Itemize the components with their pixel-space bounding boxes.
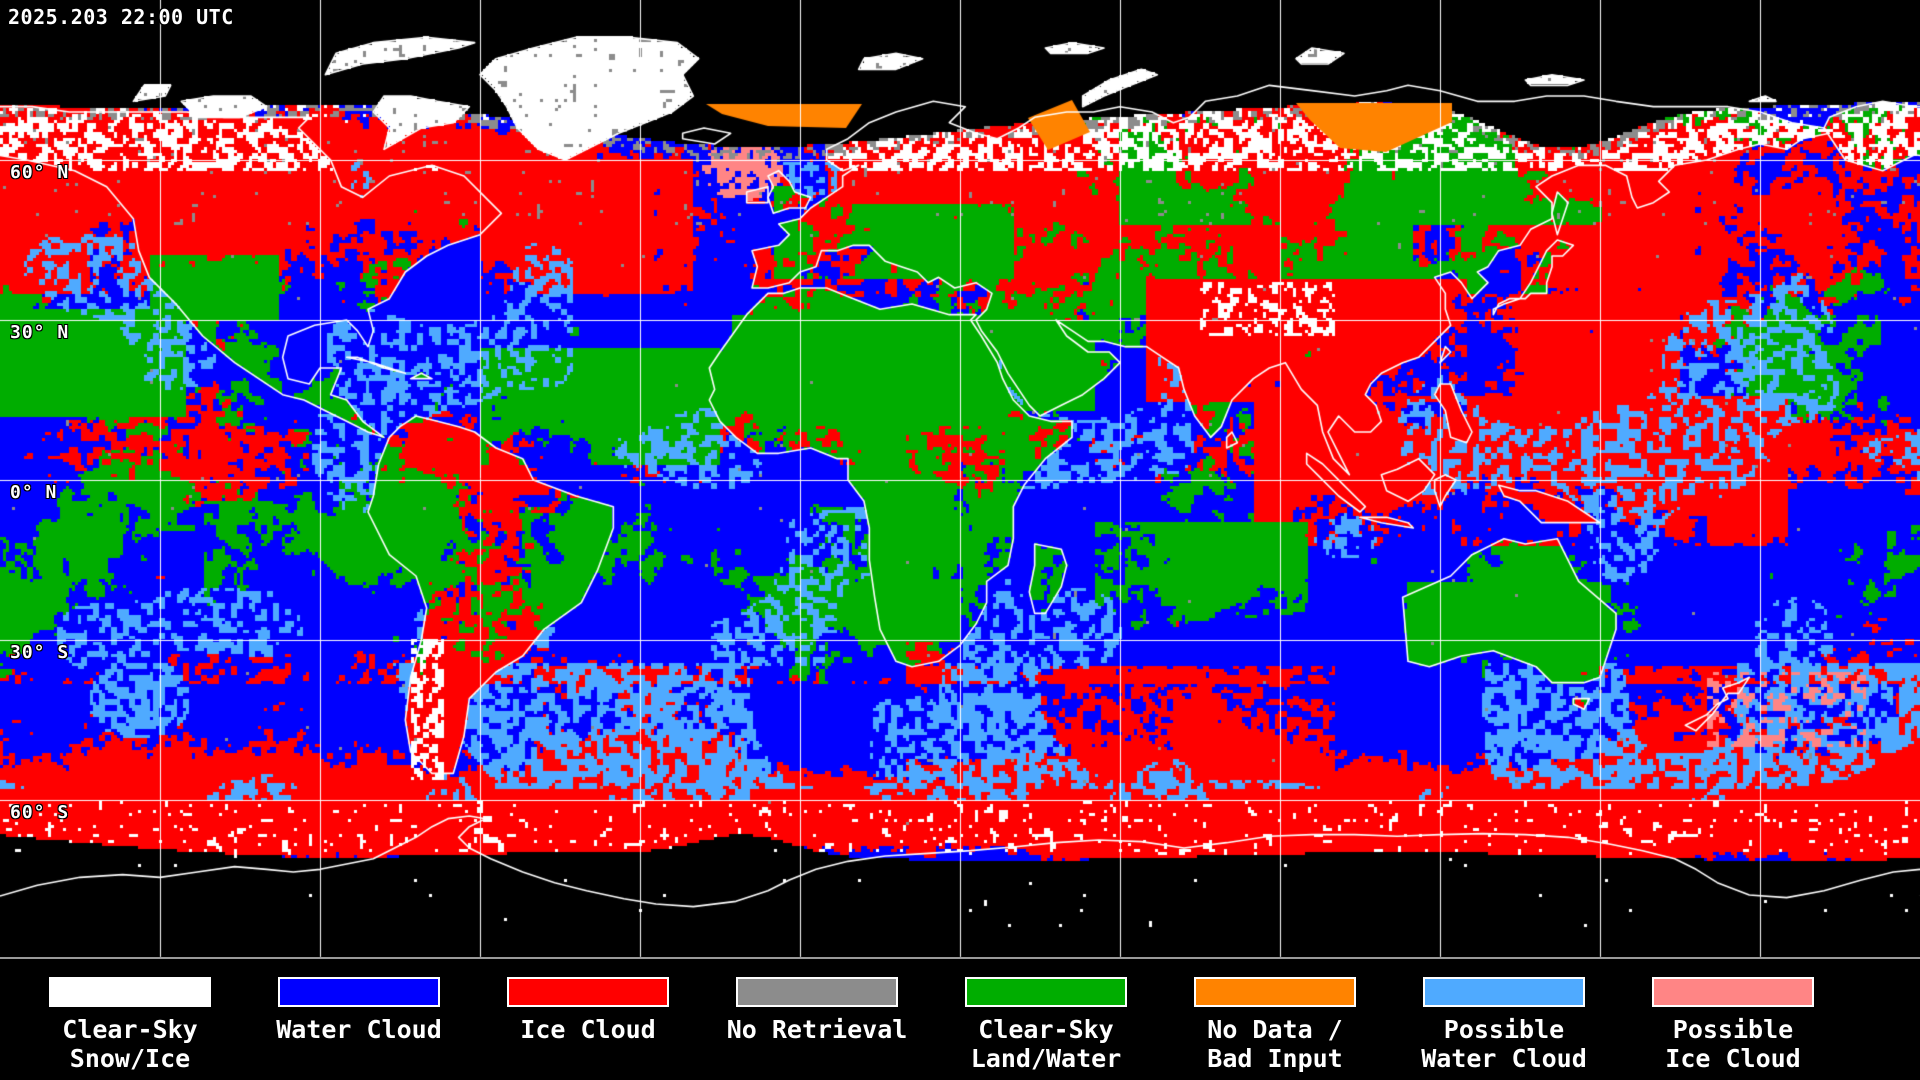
legend-swatch-possible-ice-cloud [1652,977,1814,1007]
legend-label-line2: Ice Cloud [1665,1044,1801,1073]
legend-item-no-data-bad-input: No Data / Bad Input [1160,970,1390,1073]
legend-item-clear-sky-snow-ice: Clear-Sky Snow/Ice [15,970,245,1073]
legend-swatch-clear-sky-land-water [965,977,1127,1007]
legend-label-line1: Ice Cloud [520,1015,656,1044]
legend-swatch-clear-sky-snow-ice [49,977,211,1007]
legend-swatch-no-data-bad-input [1194,977,1356,1007]
map-bottom-rule [0,957,1920,959]
legend-label-line1: Clear-Sky [62,1015,198,1044]
world-cloud-phase-map [0,0,1920,960]
legend-item-possible-ice-cloud: Possible Ice Cloud [1618,970,1848,1073]
legend: Clear-Sky Snow/Ice Water Cloud Ice Cloud … [0,970,1920,1080]
timestamp: 2025.203 22:00 UTC [8,5,234,29]
legend-label-line1: Possible [1672,1015,1794,1044]
legend-label: Water Cloud [244,1015,474,1044]
lat-label-30n: 30° N [10,322,70,343]
legend-label: No Retrieval [702,1015,932,1044]
legend-label: Possible Water Cloud [1389,1015,1619,1073]
legend-item-possible-water-cloud: Possible Water Cloud [1389,970,1619,1073]
legend-label-line2: Land/Water [970,1044,1122,1073]
legend-label-line1: Possible [1443,1015,1565,1044]
legend-item-ice-cloud: Ice Cloud [473,970,703,1044]
legend-label-line1: No Retrieval [726,1015,908,1044]
lat-label-0n: 0° N [10,482,58,503]
legend-label: Possible Ice Cloud [1618,1015,1848,1073]
lat-label-30s: 30° S [10,642,70,663]
legend-swatch-no-retrieval [736,977,898,1007]
legend-label-line1: Clear-Sky [978,1015,1114,1044]
legend-item-clear-sky-land-water: Clear-Sky Land/Water [931,970,1161,1073]
legend-item-no-retrieval: No Retrieval [702,970,932,1044]
legend-label: Clear-Sky Land/Water [931,1015,1161,1073]
legend-label-line2: Bad Input [1207,1044,1343,1073]
legend-item-water-cloud: Water Cloud [244,970,474,1044]
legend-swatch-water-cloud [278,977,440,1007]
legend-label-line2: Snow/Ice [69,1044,191,1073]
lat-label-60n: 60° N [10,162,70,183]
legend-label-line1: No Data / [1207,1015,1343,1044]
legend-label-line1: Water Cloud [276,1015,442,1044]
lat-label-60s: 60° S [10,802,70,823]
legend-label: Ice Cloud [473,1015,703,1044]
legend-label-line2: Water Cloud [1421,1044,1587,1073]
legend-label: Clear-Sky Snow/Ice [15,1015,245,1073]
legend-label: No Data / Bad Input [1160,1015,1390,1073]
legend-swatch-possible-water-cloud [1423,977,1585,1007]
legend-swatch-ice-cloud [507,977,669,1007]
